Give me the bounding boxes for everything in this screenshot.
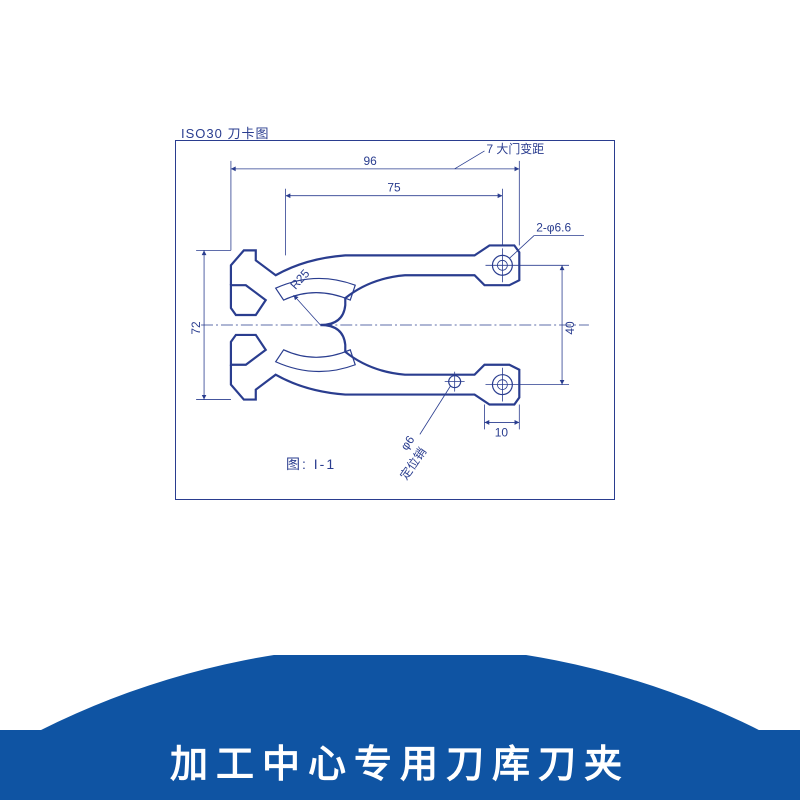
dim-offset: 10 [495, 425, 509, 439]
dim-radius: R25 [287, 266, 312, 292]
drawing-title: ISO30 刀卡图 [181, 123, 269, 142]
dim-pin-label: 定位销 [397, 445, 429, 482]
dim-width-note: 7 大门变距 [486, 142, 544, 156]
drawing-svg: 96 7 大门变距 75 72 40 10 R25 2-φ6.6 [176, 141, 614, 499]
figure-label: 图: I-1 [286, 454, 336, 474]
dim-hole-dia: 2-φ6.6 [536, 220, 571, 234]
dim-height: 72 [189, 321, 203, 335]
technical-drawing-frame: ISO30 刀卡图 [175, 140, 615, 500]
dim-overall-width: 96 [364, 154, 378, 168]
product-title-banner: 加工中心专用刀库刀夹 [0, 730, 800, 800]
dim-main-width: 75 [387, 181, 401, 195]
dim-hole-spacing: 40 [563, 321, 577, 335]
